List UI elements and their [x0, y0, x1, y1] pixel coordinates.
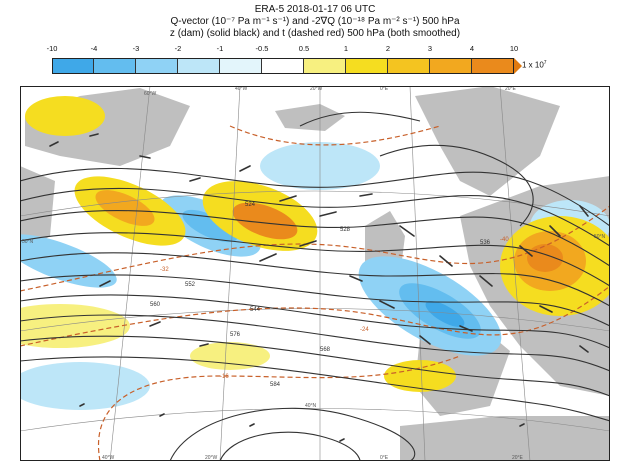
temp-label-40: -40 — [500, 237, 509, 243]
colorbar: 1 x 107 -10 -4 -3 -2 -1 -0.5 0.5 1 2 3 4 10 — [47, 44, 547, 74]
title-line-1: ERA-5 2018-01-17 06 UTC — [254, 4, 376, 15]
colorbar-segment — [220, 58, 262, 74]
q-vector-arrows — [49, 133, 589, 442]
colorbar-segment — [346, 58, 388, 74]
colorbar-tick-label: -2 — [174, 44, 182, 53]
height-label-536: 536 — [480, 240, 491, 246]
lat-label-40n: 40°N — [305, 403, 317, 409]
temp-label-16: -16 — [220, 374, 229, 380]
colorbar-extend-arrow — [514, 58, 522, 74]
lon-label-20w-bottom: 20°W — [205, 455, 218, 461]
height-contours — [20, 111, 610, 461]
colorbar-tick-label: 1 — [343, 44, 349, 53]
colorbar-segment — [178, 58, 220, 74]
title-line-3: z (dam) (solid black) and t (dashed red)… — [169, 28, 461, 39]
colorbar-tick-label: 10 — [509, 44, 519, 53]
height-label-560: 560 — [150, 302, 161, 308]
title-line-2: Q-vector (10⁻⁷ Pa m⁻¹ s⁻¹) and -2∇Q (10⁻… — [170, 16, 460, 27]
colorbar-tick-label: -3 — [132, 44, 140, 53]
height-label-552: 552 — [185, 282, 196, 288]
height-label-576: 576 — [230, 332, 241, 338]
height-label-528: 528 — [340, 227, 351, 233]
colorbar-segment — [472, 58, 514, 74]
height-label-524: 524 — [245, 202, 256, 208]
colorbar-segment — [262, 58, 304, 74]
colorbar-tick-label: 4 — [469, 44, 475, 53]
colorbar-tick-label: -10 — [46, 44, 58, 53]
colorbar-segment — [388, 58, 430, 74]
lat-label-50n-left: 50°N — [22, 239, 34, 245]
colorbar-tick-label: -1 — [216, 44, 224, 53]
height-labels: 524 528 536 544 552 560 568 576 584 — [150, 202, 491, 388]
temp-label-24: -24 — [360, 327, 369, 333]
colorbar-unit-label: 1 x 107 — [522, 60, 547, 70]
colorbar-segment — [304, 58, 346, 74]
height-label-544: 544 — [250, 307, 261, 313]
colorbar-tick-label: -0.5 — [255, 44, 269, 53]
colorbar-tick-label: 2 — [385, 44, 391, 53]
figure-title: ERA-5 2018-01-17 06 UTC Q-vector (10⁻⁷ P… — [0, 4, 630, 40]
lon-label-0e-bottom: 0°E — [380, 455, 389, 461]
colorbar-segment — [52, 58, 94, 74]
map-canvas: 524 528 536 544 552 560 568 576 584 -40 … — [20, 86, 610, 461]
africa-land — [400, 416, 610, 461]
lon-label-60w: 60°W — [144, 91, 157, 97]
lon-label-0e: 0°E — [380, 86, 389, 92]
lon-label-20e-bottom: 20°E — [512, 455, 524, 461]
lat-label-50n-right: 50°N — [594, 234, 606, 240]
temperature-labels: -40 -32 -24 -16 — [160, 237, 509, 380]
lon-label-20w: 20°W — [310, 86, 323, 92]
iceland-land — [275, 104, 345, 131]
map-frame — [20, 86, 610, 461]
canada-land — [20, 166, 55, 256]
colorbar-tick-label: 0.5 — [298, 44, 310, 53]
scandinavia-land — [415, 86, 560, 196]
weather-map: 524 528 536 544 552 560 568 576 584 -40 … — [20, 86, 610, 461]
temperature-contours — [20, 125, 610, 461]
colorbar-tick-label: 3 — [427, 44, 433, 53]
lon-label-40w: 40°W — [235, 86, 248, 92]
colorbar-tick-label: -4 — [90, 44, 98, 53]
temp-label-32: -32 — [160, 267, 169, 273]
height-label-568: 568 — [320, 347, 331, 353]
colorbar-segment — [136, 58, 178, 74]
colorbar-segment — [94, 58, 136, 74]
height-label-584: 584 — [270, 382, 281, 388]
lon-label-40w-bottom: 40°W — [102, 455, 115, 461]
lon-label-20e: 20°E — [505, 86, 517, 92]
colorbar-segment — [430, 58, 472, 74]
lonlat-labels: 60°W 40°W 20°W 0°E 20°E 40°W 20°W 0°E 20… — [22, 86, 606, 461]
